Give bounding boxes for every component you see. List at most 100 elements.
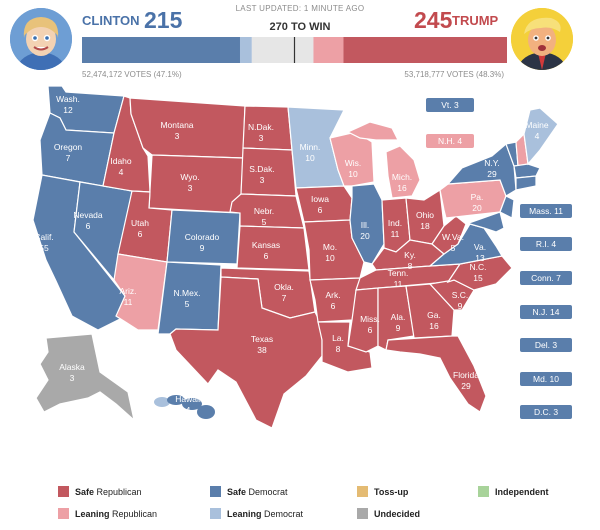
state-label-name: Maine xyxy=(525,120,548,130)
state-iowa[interactable] xyxy=(295,185,353,223)
state-wyoming[interactable] xyxy=(148,154,244,214)
state-label-name: Ohio xyxy=(416,210,434,220)
small-state-box-bg xyxy=(520,305,572,319)
state-label-name: Nebr. xyxy=(254,206,274,216)
state-label-ev: 20 xyxy=(360,231,370,241)
state-label-ev: 11 xyxy=(124,297,133,307)
small-state-label: R.I. 4 xyxy=(536,239,557,249)
state-maryland-delaware[interactable] xyxy=(465,211,505,233)
small-state-box-bg xyxy=(520,271,572,285)
state-label-ev: 5 xyxy=(451,243,456,253)
state-label-name: Wash. xyxy=(56,94,80,104)
state-label-ev: 38 xyxy=(257,345,267,355)
state-label-ev: 3 xyxy=(188,183,193,193)
small-state-box[interactable]: R.I. 4 xyxy=(520,237,572,251)
legend-item: Safe Republican xyxy=(58,486,142,497)
small-state-box[interactable]: D.C. 3 xyxy=(520,405,572,419)
state-label-name: Va. xyxy=(474,242,486,252)
small-state-label: Del. 3 xyxy=(535,340,557,350)
state-texas[interactable] xyxy=(169,276,323,429)
state-label-ev: 11 xyxy=(391,229,400,239)
state-label-name: N.Y. xyxy=(484,158,499,168)
bar-safe-republican xyxy=(343,37,507,63)
state-label-name: Texas xyxy=(251,334,273,344)
state-label-ev: 3 xyxy=(70,373,75,383)
state-label-ev: 3 xyxy=(175,131,180,141)
small-state-label: Mass. 11 xyxy=(529,206,563,216)
state-label-name: Florida xyxy=(453,370,479,380)
trump-popular-votes: 53,718,777 VOTES (48.3%) xyxy=(404,70,504,79)
state-nebraska[interactable] xyxy=(229,193,305,229)
state-label-ev: 8 xyxy=(408,261,413,271)
legend-label: Republican xyxy=(94,487,142,497)
legend-item: Leaning Democrat xyxy=(210,508,303,519)
state-label-name: Tenn. xyxy=(388,268,409,278)
trump-cartoon-icon xyxy=(511,8,573,70)
legend-swatch xyxy=(357,486,368,497)
legend-label: Democrat xyxy=(261,509,304,519)
legend-item: Safe Democrat xyxy=(210,486,288,497)
state-label-name: Ala. xyxy=(391,312,406,322)
state-label-name: N.Mex. xyxy=(174,288,201,298)
state-label-ev: 16 xyxy=(429,321,439,331)
small-state-box[interactable]: N.J. 14 xyxy=(520,305,572,319)
legend-item: Undecided xyxy=(357,508,420,519)
small-state-box-bg xyxy=(520,338,572,352)
legend-bold-label: Independent xyxy=(495,487,549,497)
state-label-ev: 6 xyxy=(138,229,143,239)
state-label-name: Pa. xyxy=(471,192,484,202)
small-state-box[interactable]: Conn. 7 xyxy=(520,271,572,285)
bar-leaning-democrat xyxy=(239,37,252,63)
state-illinois[interactable] xyxy=(349,183,385,265)
small-state-label: Conn. 7 xyxy=(531,273,561,283)
state-label-ev: 10 xyxy=(325,253,335,263)
small-state-box[interactable]: Mass. 11 xyxy=(520,204,572,218)
small-state-label: Md. 10 xyxy=(533,374,559,384)
state-label-ev: 13 xyxy=(475,253,485,263)
state-alaska[interactable] xyxy=(35,333,135,422)
state-label-name: Iowa xyxy=(311,194,329,204)
state-label-ev: 3 xyxy=(260,175,265,185)
clinton-name: CLINTON xyxy=(82,13,140,28)
state-label-ev: 5 xyxy=(185,299,190,309)
state-label-name: Calif. xyxy=(34,232,53,242)
state-label-name: Wyo. xyxy=(180,172,199,182)
state-massachusetts[interactable] xyxy=(513,163,541,179)
state-connecticut-ri[interactable] xyxy=(515,175,537,191)
small-state-label: Vt. 3 xyxy=(441,100,459,110)
state-new-mexico[interactable] xyxy=(157,261,222,335)
legend-item: Independent xyxy=(478,486,549,497)
state-hawaii[interactable] xyxy=(154,395,215,419)
last-updated: LAST UPDATED: 1 MINUTE AGO xyxy=(235,4,365,13)
map-legend: Safe Republican Leaning Republican Safe De… xyxy=(0,478,600,530)
state-idaho[interactable] xyxy=(102,95,151,193)
legend-swatch xyxy=(210,508,221,519)
state-louisiana[interactable] xyxy=(317,321,373,373)
state-michigan-up[interactable] xyxy=(346,121,399,141)
state-label-name: S.C. xyxy=(452,290,469,300)
state-label-ev: 4 xyxy=(186,405,191,415)
small-state-box-bg xyxy=(520,405,572,419)
state-label-name: Okla. xyxy=(274,282,294,292)
state-new-jersey[interactable] xyxy=(499,195,515,219)
state-label-name: Nevada xyxy=(73,210,103,220)
small-state-label: N.H. 4 xyxy=(438,136,462,146)
small-state-box[interactable]: Del. 3 xyxy=(520,338,572,352)
state-label-ev: 10 xyxy=(305,153,315,163)
state-michigan[interactable] xyxy=(385,145,421,199)
state-kansas[interactable] xyxy=(236,225,310,271)
legend-bold-label: Leaning xyxy=(227,509,262,519)
clinton-electoral-votes: 215 xyxy=(144,7,183,33)
state-maine[interactable] xyxy=(523,107,559,166)
legend-swatch xyxy=(58,508,69,519)
small-state-box[interactable]: Md. 10 xyxy=(520,372,572,386)
state-label-ev: 6 xyxy=(368,325,373,335)
trump-avatar xyxy=(511,8,573,70)
legend-label: Democrat xyxy=(246,487,288,497)
results-header: LAST UPDATED: 1 MINUTE AGO CLINTON 215 2… xyxy=(0,0,600,82)
state-label-ev: 15 xyxy=(473,273,483,283)
state-label-ev: 29 xyxy=(487,169,497,179)
state-florida[interactable] xyxy=(385,335,487,413)
small-state-box[interactable]: N.H. 4 xyxy=(426,134,474,148)
small-state-box[interactable]: Vt. 3 xyxy=(426,98,474,112)
